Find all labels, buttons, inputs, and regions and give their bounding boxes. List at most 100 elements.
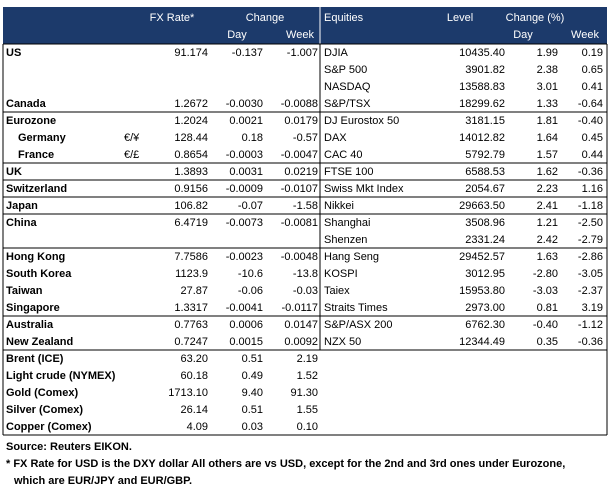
equity: S&P/ASX 200 — [324, 319, 393, 331]
unit: €/£ — [124, 149, 139, 161]
fx-rate: 1123.9 — [175, 268, 208, 280]
level: 3901.82 — [465, 64, 505, 76]
fx-day: -0.137 — [232, 47, 263, 59]
country: Switzerland — [6, 183, 67, 195]
country: Brent (ICE) — [6, 353, 64, 365]
eq-week: -1.12 — [578, 319, 603, 331]
fx-week: 91.30 — [290, 387, 318, 399]
level: 29663.50 — [459, 200, 505, 212]
level: 2973.00 — [465, 302, 505, 314]
fx-week: 1.55 — [297, 404, 318, 416]
equity: Taiex — [324, 285, 350, 297]
level: 6762.30 — [465, 319, 505, 331]
fx-rate: 1.3893 — [174, 166, 208, 178]
country: Gold (Comex) — [6, 387, 78, 399]
eq-day: 1.57 — [537, 149, 558, 161]
eq-week: 0.41 — [582, 81, 603, 93]
fx-rate: 27.87 — [180, 285, 208, 297]
level: 29452.57 — [459, 251, 505, 263]
eq-week: -2.50 — [578, 217, 603, 229]
equity: FTSE 100 — [324, 166, 374, 178]
eq-day: 2.42 — [537, 234, 558, 246]
fx-rate: 60.18 — [180, 370, 208, 382]
fx-rate: 0.7247 — [174, 336, 208, 348]
level: 15953.80 — [459, 285, 505, 297]
fx-rate: 26.14 — [180, 404, 208, 416]
equity: S&P/TSX — [324, 98, 371, 110]
fx-rate: 63.20 — [180, 353, 208, 365]
fx-day: -0.0041 — [226, 302, 263, 314]
fx-day: 0.0031 — [229, 166, 263, 178]
note: * FX Rate for USD is the DXY dollar All … — [6, 458, 565, 470]
level: 3012.95 — [465, 268, 505, 280]
fx-week: -1.58 — [293, 200, 318, 212]
level: 5792.79 — [465, 149, 505, 161]
fx-day: -0.07 — [238, 200, 263, 212]
fx-day: -10.6 — [238, 268, 263, 280]
level: 3181.15 — [465, 115, 505, 127]
equity: Hang Seng — [324, 251, 379, 263]
fx-week: -0.0088 — [281, 98, 318, 110]
fx-week: 1.52 — [297, 370, 318, 382]
eq-week: -2.79 — [578, 234, 603, 246]
equity: Shanghai — [324, 217, 371, 229]
level: 2054.67 — [465, 183, 505, 195]
fx-day: 9.40 — [242, 387, 263, 399]
fx-day: 0.51 — [242, 353, 263, 365]
equity: Straits Times — [324, 302, 388, 314]
fx-rate: 0.7763 — [174, 319, 208, 331]
fx-rate: 1.2024 — [174, 115, 208, 127]
fx-week: -0.57 — [293, 132, 318, 144]
subheader: Day — [513, 29, 533, 41]
fx-day: 0.0015 — [229, 336, 263, 348]
eq-day: -3.03 — [533, 285, 558, 297]
equity: DAX — [324, 132, 347, 144]
eq-day: 1.21 — [537, 217, 558, 229]
level: 14012.82 — [459, 132, 505, 144]
eq-day: -0.40 — [533, 319, 558, 331]
header: Change (%) — [506, 12, 565, 24]
fx-rate: 0.8654 — [174, 149, 208, 161]
subheader: Week — [286, 29, 314, 41]
equity: Shenzen — [324, 234, 367, 246]
country: New Zealand — [6, 336, 73, 348]
unit: €/¥ — [124, 132, 140, 144]
country: Canada — [6, 98, 47, 110]
eq-day: 1.33 — [537, 98, 558, 110]
level: 10435.40 — [459, 47, 505, 59]
fx-day: 0.18 — [242, 132, 263, 144]
level: 12344.49 — [459, 336, 505, 348]
eq-day: 2.41 — [537, 200, 558, 212]
country: Light crude (NYMEX) — [6, 370, 116, 382]
fx-week: 0.0092 — [284, 336, 318, 348]
country: Japan — [6, 200, 38, 212]
eq-week: 0.19 — [582, 47, 603, 59]
fx-day: 0.49 — [242, 370, 263, 382]
country: Germany — [18, 132, 67, 144]
fx-day: -0.0073 — [226, 217, 263, 229]
fx-rate: 1713.10 — [168, 387, 208, 399]
equity: DJIA — [324, 47, 349, 59]
eq-week: 1.16 — [582, 183, 603, 195]
eq-week: 0.45 — [582, 132, 603, 144]
fx-rate: 7.7586 — [174, 251, 208, 263]
fx-week: 0.0219 — [284, 166, 318, 178]
fx-day: -0.06 — [238, 285, 263, 297]
fx-rate: 0.9156 — [174, 183, 208, 195]
header: Change — [246, 12, 285, 24]
country: South Korea — [6, 268, 72, 280]
eq-day: 1.99 — [537, 47, 558, 59]
eq-day: -2.80 — [533, 268, 558, 280]
fx-rate: 4.09 — [187, 421, 208, 433]
level: 18299.62 — [459, 98, 505, 110]
country: Silver (Comex) — [6, 404, 83, 416]
level: 3508.96 — [465, 217, 505, 229]
fx-week: 0.0179 — [284, 115, 318, 127]
fx-rate: 1.3317 — [174, 302, 208, 314]
subheader: Day — [227, 29, 247, 41]
fx-week: -0.0107 — [281, 183, 318, 195]
header: Level — [447, 12, 473, 24]
equity: CAC 40 — [324, 149, 363, 161]
fx-week: -13.8 — [293, 268, 318, 280]
eq-day: 2.38 — [537, 64, 558, 76]
